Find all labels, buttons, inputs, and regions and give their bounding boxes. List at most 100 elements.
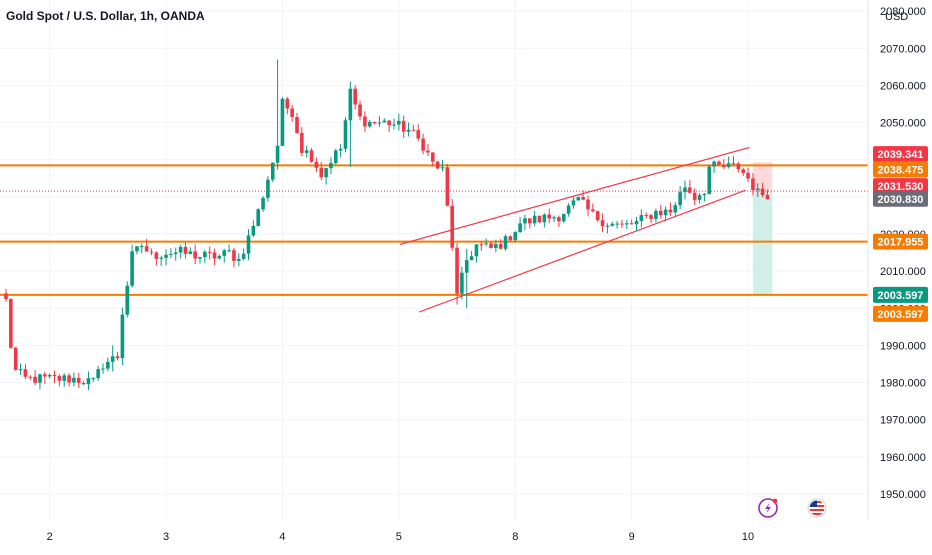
candle-body xyxy=(561,213,566,222)
candle-body xyxy=(343,120,348,149)
time-tick-label: 10 xyxy=(742,531,754,543)
time-tick-label: 3 xyxy=(163,531,169,543)
candle-body xyxy=(450,205,454,248)
candle-body xyxy=(178,246,183,253)
price-tag[interactable]: 2031.530 xyxy=(873,178,928,195)
candle-body xyxy=(494,244,498,248)
candle-body xyxy=(586,199,590,210)
take-profit-zone[interactable] xyxy=(752,193,773,295)
candle-body xyxy=(605,225,610,227)
chart-title: Gold Spot / U.S. Dollar, 1h, OANDA xyxy=(6,9,205,23)
candle-body xyxy=(314,161,319,168)
trend-channel[interactable] xyxy=(399,146,750,313)
price-tag[interactable]: 2030.830 xyxy=(873,190,928,207)
candle-body xyxy=(154,252,159,259)
candle-body xyxy=(256,209,260,226)
candle-body xyxy=(164,254,168,258)
candle-body xyxy=(338,148,343,151)
candle-body xyxy=(91,378,96,380)
time-tick-label: 9 xyxy=(629,531,635,543)
candle-body xyxy=(212,252,217,259)
candle-body xyxy=(498,244,503,249)
candle-body xyxy=(678,192,682,206)
candle-body xyxy=(726,163,731,167)
time-axis[interactable]: 2 3 4 5 8 9 10 xyxy=(47,531,755,543)
candle-body xyxy=(106,361,110,369)
candle-body xyxy=(266,179,270,198)
time-tick-label: 8 xyxy=(512,531,518,543)
candle-body xyxy=(372,121,377,124)
candle-body xyxy=(528,218,532,224)
candle-body xyxy=(9,299,13,348)
candle-body xyxy=(760,188,765,195)
candle-body xyxy=(600,220,605,227)
price-tag[interactable]: 2039.341 xyxy=(873,146,928,163)
candle-body xyxy=(712,161,716,167)
candle-body xyxy=(367,121,372,127)
currency-label[interactable]: USD xyxy=(885,11,908,23)
candle-body xyxy=(319,167,324,178)
candle-body xyxy=(125,285,130,315)
horizontal-levels[interactable] xyxy=(0,164,868,296)
candle-body xyxy=(542,214,547,223)
candle-body xyxy=(144,246,149,252)
candle-body xyxy=(270,162,275,180)
candle-body xyxy=(261,197,265,210)
channel-line[interactable] xyxy=(399,146,750,245)
price-tag[interactable]: 2003.597 xyxy=(873,286,928,303)
candle-body xyxy=(169,254,173,256)
lightning-icon[interactable] xyxy=(758,498,778,518)
candle-body xyxy=(120,314,125,359)
price-tag[interactable]: 2003.597 xyxy=(873,305,928,322)
candle-body xyxy=(411,129,416,131)
price-tag-label: 2031.530 xyxy=(878,181,924,193)
price-tag[interactable]: 2038.475 xyxy=(873,161,928,178)
candle-body xyxy=(610,223,615,226)
price-tag-label: 2017.955 xyxy=(878,237,924,249)
candle-body xyxy=(644,215,648,217)
position-box[interactable] xyxy=(752,162,773,295)
candle-body xyxy=(634,221,639,225)
price-tag-bg xyxy=(873,233,928,250)
candle-body xyxy=(668,209,673,213)
candle-body xyxy=(353,88,357,105)
price-tag[interactable]: 2017.955 xyxy=(873,233,928,250)
price-tag-label: 2038.475 xyxy=(878,164,924,176)
candle-body xyxy=(28,376,33,378)
candle-body xyxy=(595,211,600,221)
price-tick-label: 1990.000 xyxy=(880,340,926,352)
candle-body xyxy=(96,369,100,379)
candle-body xyxy=(57,376,62,381)
price-axis[interactable]: 2080.0002070.0002060.0002050.0002040.000… xyxy=(880,6,926,501)
candle-body xyxy=(280,98,285,146)
candle-body xyxy=(358,104,362,117)
candle-body xyxy=(173,252,178,255)
candle-body xyxy=(581,197,585,200)
candle-body xyxy=(435,161,440,169)
candle-body xyxy=(130,251,134,286)
candle-body xyxy=(324,168,328,178)
candle-body xyxy=(620,223,624,225)
candle-body xyxy=(484,243,488,245)
candle-body xyxy=(489,243,493,248)
candle-body xyxy=(576,197,581,201)
candle-body xyxy=(76,377,81,383)
us-flag-icon[interactable] xyxy=(807,498,827,518)
candle-body xyxy=(275,145,280,163)
candle-body xyxy=(110,356,115,362)
candle-body xyxy=(101,368,105,370)
price-tag-bg xyxy=(873,305,928,322)
channel-line[interactable] xyxy=(419,189,746,313)
candle-body xyxy=(615,223,619,225)
candle-body xyxy=(426,150,430,153)
candle-body xyxy=(295,117,299,133)
candle-body xyxy=(67,375,71,383)
candle-body xyxy=(246,235,251,254)
candle-body xyxy=(537,215,542,223)
candle-body xyxy=(508,236,513,241)
price-tick-label: 2070.000 xyxy=(880,43,926,55)
candle-body xyxy=(663,209,668,216)
